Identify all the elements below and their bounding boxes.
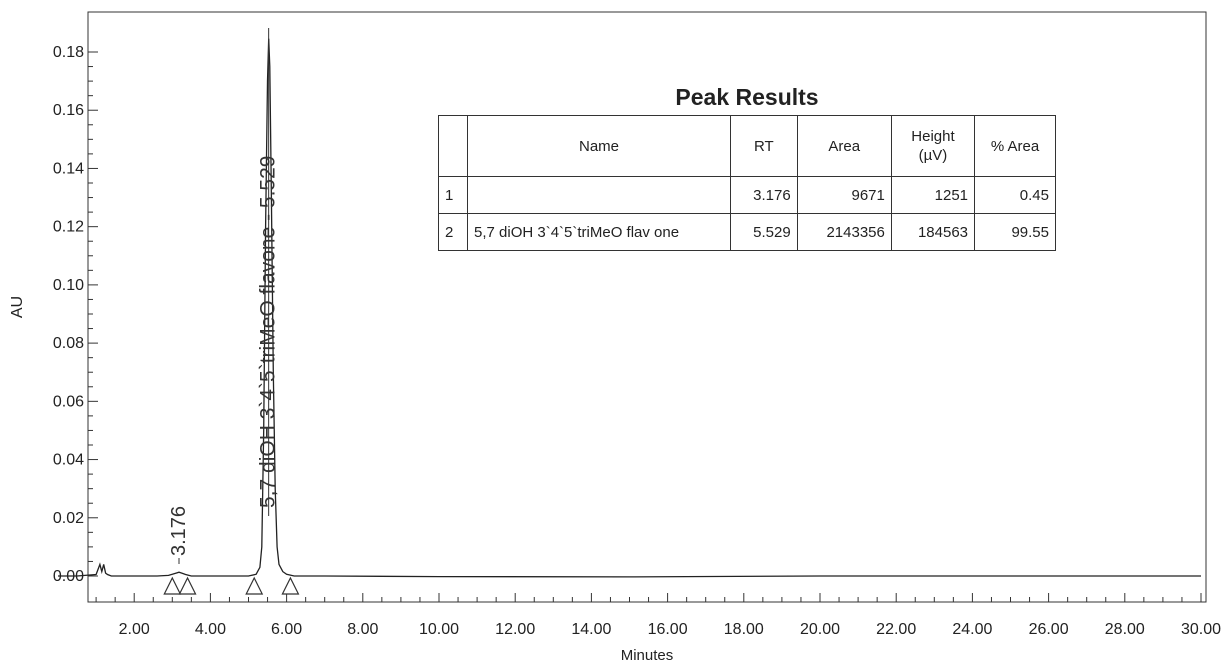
x-tick-label: 8.00 (347, 621, 378, 638)
cell-name: 5,7 diOH 3`4`5`triMeO flav one (467, 213, 731, 251)
y-tick-label: 0.04 (53, 452, 84, 469)
y-tick-label: 0.02 (53, 510, 84, 527)
table-header-row: Name RT Area Height (µV) % Area (438, 115, 1056, 177)
y-axis-label: AU (9, 296, 26, 318)
x-axis-ticks: 2.00 4.00 6.00 8.00 10.00 12.00 14.00 16.00 18.0… (95, 593, 1221, 638)
y-tick-label: 0.12 (53, 219, 84, 236)
table-row: 1 3.176 9671 1251 0.45 (438, 176, 1056, 214)
x-tick-label: 16.00 (648, 621, 688, 638)
header-rt: RT (730, 115, 798, 177)
cell-num: 2 (438, 213, 468, 251)
y-tick-label: 0.06 (53, 393, 84, 410)
x-tick-label: 22.00 (876, 621, 916, 638)
y-tick-label: 0.08 (53, 335, 84, 352)
plot-frame (87, 11, 1207, 603)
cell-pct-area: 99.55 (974, 213, 1056, 251)
peak-labels: 3.176 5,7 diOH 3`4`5`triMeO flavone - 5.5… (168, 28, 280, 564)
x-tick-label: 12.00 (495, 621, 535, 638)
x-tick-label: 2.00 (119, 621, 150, 638)
cell-rt: 3.176 (730, 176, 798, 214)
cell-area: 2143356 (796, 213, 892, 251)
x-tick-label: 24.00 (952, 621, 992, 638)
x-tick-label: 10.00 (419, 621, 459, 638)
header-height-line1: Height (911, 128, 955, 145)
y-tick-label: 0.18 (53, 44, 84, 61)
cell-height: 1251 (890, 176, 976, 214)
peak-results-table: Name RT Area Height (µV) % Area 1 3.176 … (438, 115, 1056, 251)
y-tick-label: 0.16 (53, 102, 84, 119)
x-tick-label: 18.00 (724, 621, 764, 638)
y-tick-label: 0.10 (53, 277, 84, 294)
baseline-marker-triangle (163, 576, 182, 595)
peak-label: 5,7 diOH 3`4`5`triMeO flavone - 5.529 (257, 156, 280, 509)
cell-height: 184563 (890, 213, 976, 251)
x-tick-label: 30.00 (1181, 621, 1221, 638)
x-axis-label: Minutes (621, 647, 674, 664)
x-tick-label: 28.00 (1105, 621, 1145, 638)
trace-layer (58, 38, 1201, 578)
header-height-line2: (µV) (918, 147, 948, 164)
baseline-marker-triangle (178, 576, 197, 595)
header-num (438, 115, 468, 177)
x-tick-label: 6.00 (271, 621, 302, 638)
baseline-marker-triangle (245, 576, 264, 595)
y-tick-label: 0.14 (53, 160, 84, 177)
header-height: Height (µV) (890, 115, 976, 177)
x-tick-label: 4.00 (195, 621, 226, 638)
x-tick-label: 20.00 (800, 621, 840, 638)
header-name: Name (467, 115, 731, 177)
baseline-markers (163, 576, 300, 595)
cell-pct-area: 0.45 (974, 176, 1056, 214)
baseline-marker-triangle (281, 576, 300, 595)
cell-rt: 5.529 (730, 213, 798, 251)
y-axis-ticks: 0.000.020.040.060.080.100.120.140.160.18 (53, 44, 98, 585)
x-tick-label: 26.00 (1029, 621, 1069, 638)
peak-results-panel: Peak Results Name RT Area Height (µV) % … (438, 84, 1056, 251)
chromatogram-trace (58, 38, 1201, 578)
cell-area: 9671 (796, 176, 892, 214)
peak-results-title: Peak Results (675, 84, 819, 110)
header-pct-area: % Area (974, 115, 1056, 177)
header-area: Area (796, 115, 892, 177)
x-tick-label: 14.00 (571, 621, 611, 638)
table-row: 2 5,7 diOH 3`4`5`triMeO flav one 5.529 2… (438, 213, 1056, 251)
cell-num: 1 (438, 176, 468, 214)
cell-name (467, 176, 731, 214)
peak-label: 3.176 (168, 506, 190, 556)
